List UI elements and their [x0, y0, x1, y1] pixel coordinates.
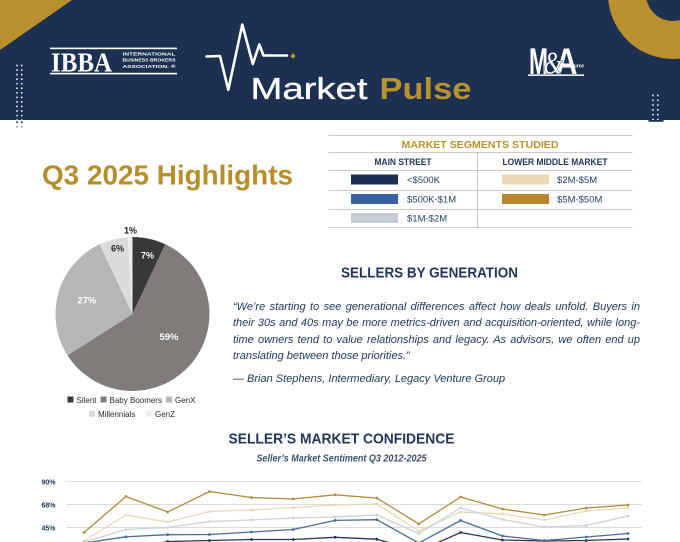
svg-text:$5M-$50M: $5M-$50M — [557, 194, 602, 205]
svg-text:Q3 2025 Highlights: Q3 2025 Highlights — [42, 160, 293, 191]
svg-text:M: M — [529, 41, 548, 82]
svg-text:$500K-$1M: $500K-$1M — [407, 194, 456, 205]
svg-text:Pulse: Pulse — [380, 71, 472, 106]
svg-text:GenZ: GenZ — [155, 410, 175, 419]
svg-text:BUSINESS BROKERS: BUSINESS BROKERS — [123, 58, 177, 64]
svg-text:90%: 90% — [41, 479, 56, 486]
svg-text:A: A — [556, 41, 578, 82]
svg-text:ASSOCIATION. ®: ASSOCIATION. ® — [123, 63, 177, 70]
svg-text:SELLERS BY GENERATION: SELLERS BY GENERATION — [341, 266, 518, 282]
svg-text:$2M-$5M: $2M-$5M — [557, 175, 597, 186]
svg-text:LOWER MIDDLE MARKET: LOWER MIDDLE MARKET — [503, 157, 608, 167]
svg-text:GenX: GenX — [175, 396, 196, 405]
svg-text:IBBA: IBBA — [51, 47, 112, 77]
svg-text:INTERNATIONAL: INTERNATIONAL — [123, 51, 176, 57]
svg-text:68%: 68% — [41, 502, 56, 509]
svg-text:Market: Market — [251, 71, 368, 106]
svg-text:59%: 59% — [159, 332, 179, 343]
svg-text:MARKET SEGMENTS STUDIED: MARKET SEGMENTS STUDIED — [402, 140, 559, 151]
svg-text:Source: Source — [568, 64, 585, 70]
svg-text:7%: 7% — [141, 251, 154, 261]
svg-text:MAIN STREET: MAIN STREET — [375, 157, 432, 167]
svg-text:6%: 6% — [111, 244, 124, 254]
svg-text:1%: 1% — [124, 226, 137, 236]
svg-text:<$500K: <$500K — [407, 175, 441, 186]
svg-text:27%: 27% — [77, 296, 97, 307]
svg-text:Baby Boomers: Baby Boomers — [110, 396, 162, 405]
svg-text:SELLER’S MARKET CONFIDENCE: SELLER’S MARKET CONFIDENCE — [229, 430, 455, 447]
svg-text:45%: 45% — [41, 525, 56, 532]
svg-text:Silent: Silent — [77, 396, 98, 405]
svg-text:Seller’s Market Sentiment Q3 2: Seller’s Market Sentiment Q3 2012-2025 — [257, 452, 427, 464]
svg-text:&: & — [544, 45, 563, 81]
svg-text:$1M-$2M: $1M-$2M — [407, 213, 447, 224]
svg-text:Millennials: Millennials — [98, 410, 135, 419]
